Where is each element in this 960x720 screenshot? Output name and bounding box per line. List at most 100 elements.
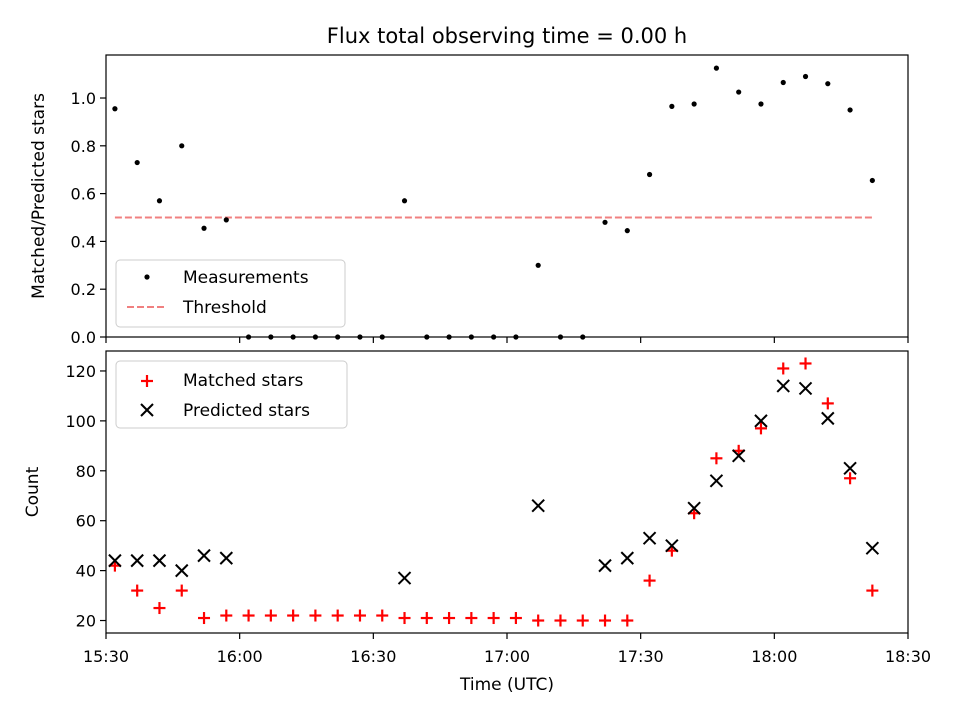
- predicted-star-point: [531, 499, 545, 513]
- bottom-legend-box: [115, 360, 348, 429]
- matched-star-point: [777, 362, 790, 375]
- matched-star-point: [309, 609, 322, 622]
- predicted-star-point: [397, 571, 412, 585]
- matched-star-point: [554, 614, 567, 627]
- top-ytick-label: 0.4: [71, 232, 96, 251]
- measurement-point: [245, 334, 252, 340]
- matched-star-point: [621, 614, 634, 627]
- matched-star-point: [353, 609, 366, 622]
- top-panel: 0.0 0.2 0.4 0.6 0.8 1.0 Matched/Predicted sta…: [29, 54, 909, 347]
- matched-star-point: [242, 609, 255, 622]
- matched-star-point: [576, 614, 589, 627]
- matched-star-point: [866, 584, 879, 597]
- matched-star-point: [153, 602, 166, 615]
- matched-star-point: [465, 612, 478, 625]
- predicted-star-point: [843, 461, 857, 475]
- measurement-point: [736, 89, 742, 95]
- matched-star-point: [754, 422, 767, 435]
- matched-star-point: [599, 614, 612, 627]
- legend-measurements-marker: [144, 274, 150, 280]
- xtick-label: 17:30: [618, 647, 664, 666]
- matched-star-point: [821, 397, 834, 410]
- measurement-point: [223, 217, 229, 223]
- matched-star-point: [175, 584, 188, 597]
- xtick-label: 16:00: [217, 647, 263, 666]
- bottom-ytick-label: 80: [76, 462, 96, 481]
- predicted-star-point: [687, 501, 701, 515]
- predicted-star-point: [776, 379, 790, 393]
- top-y-axis-label: Matched/Predicted stars: [29, 93, 49, 299]
- legend-threshold-label: Threshold: [182, 298, 267, 318]
- top-ytick-label: 0.6: [71, 185, 96, 204]
- matched-star-point: [532, 614, 545, 627]
- matched-star-point: [131, 584, 144, 597]
- measurement-point: [491, 334, 497, 340]
- top-ytick-label: 0.8: [71, 137, 96, 156]
- top-legend-box: [115, 259, 346, 328]
- legend-matched-label: Matched stars: [183, 371, 303, 391]
- bottom-panel: 20 40 60 80 100 120 15:30 16:00 16:30 17:00 17:30…: [23, 350, 931, 695]
- measurement-point: [201, 225, 207, 231]
- bottom-ytick-label: 40: [76, 562, 96, 581]
- matched-star-point: [799, 357, 812, 370]
- top-ytick-label: 1.0: [71, 89, 96, 108]
- measurement-point: [401, 198, 408, 204]
- top-legend: Measurements Threshold: [115, 259, 346, 328]
- measurement-point: [713, 65, 720, 71]
- measurement-point: [535, 262, 541, 268]
- measurement-point: [268, 334, 274, 340]
- measurement-point: [624, 228, 630, 234]
- legend-measurements-label: Measurements: [183, 268, 309, 288]
- measurement-point: [179, 143, 185, 149]
- measurement-point: [156, 198, 163, 204]
- predicted-star-point: [642, 531, 657, 545]
- measurement-point: [669, 103, 675, 109]
- predicted-star-point: [798, 381, 813, 396]
- predicted-star-point: [219, 551, 234, 565]
- predicted-star-point: [175, 563, 189, 578]
- bottom-y-axis-label: Count: [23, 466, 43, 517]
- matched-star-point: [198, 612, 211, 625]
- legend-matched-marker: [141, 375, 153, 387]
- measurement-point: [802, 73, 809, 80]
- measurement-point: [513, 334, 519, 340]
- measurement-point: [290, 334, 296, 340]
- predicted-star-point: [620, 551, 635, 565]
- measurement-point: [869, 177, 875, 184]
- top-ytick-label: 0.2: [71, 280, 96, 299]
- xtick-label: 17:00: [484, 647, 530, 666]
- x-axis-label: Time (UTC): [459, 675, 554, 695]
- bottom-ytick-label: 60: [76, 512, 96, 531]
- matched-star-point: [420, 612, 433, 625]
- top-ytick-label: 0.0: [71, 328, 96, 347]
- measurement-point: [580, 334, 586, 340]
- matched-star-point: [287, 609, 300, 622]
- measurement-point: [691, 101, 697, 107]
- bottom-legend: Matched stars Predicted stars: [115, 360, 348, 429]
- predicted-star-point: [821, 411, 835, 426]
- predicted-star-point: [665, 538, 679, 553]
- matched-star-point: [398, 612, 411, 625]
- measurement-point: [758, 101, 764, 107]
- xtick-label: 18:00: [751, 647, 797, 666]
- measurement-point: [780, 79, 786, 86]
- matched-star-point: [376, 609, 389, 622]
- predicted-star-point: [754, 414, 768, 428]
- xtick-label: 18:30: [885, 647, 931, 666]
- measurement-point: [646, 171, 653, 178]
- legend-predicted-label: Predicted stars: [183, 401, 310, 421]
- matched-star-point: [487, 612, 500, 625]
- xtick-label: 15:30: [83, 647, 129, 666]
- bottom-ytick-label: 120: [65, 362, 96, 381]
- measurement-point: [357, 334, 363, 340]
- chart-title: Flux total observing time = 0.00 h: [327, 24, 687, 48]
- measurement-point: [112, 106, 118, 112]
- predicted-star-point: [197, 548, 211, 563]
- measurement-point: [602, 219, 608, 225]
- predicted-star-point: [152, 553, 167, 568]
- measurement-point: [446, 334, 452, 340]
- matched-star-point: [643, 574, 656, 587]
- measurement-point: [312, 334, 319, 340]
- measurement-point: [825, 81, 831, 87]
